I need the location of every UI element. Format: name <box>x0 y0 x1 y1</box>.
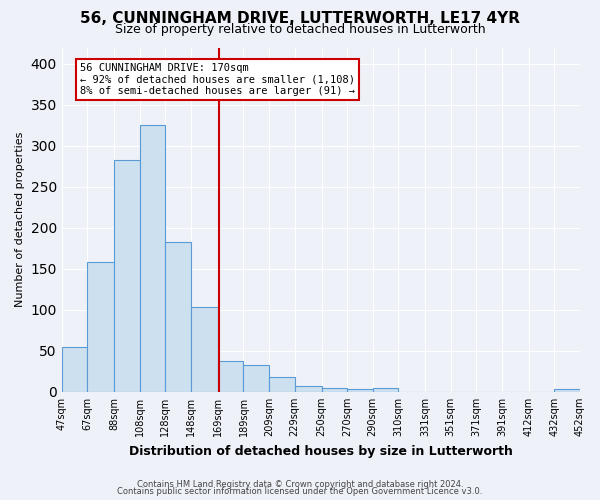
Bar <box>295 386 322 392</box>
Bar <box>114 160 140 392</box>
Bar <box>554 390 580 392</box>
Text: Size of property relative to detached houses in Lutterworth: Size of property relative to detached ho… <box>115 22 485 36</box>
Bar <box>166 242 191 392</box>
Bar <box>88 262 114 392</box>
Bar <box>218 361 244 392</box>
Bar <box>373 388 398 392</box>
Bar <box>62 347 88 392</box>
Bar <box>140 126 166 392</box>
Y-axis label: Number of detached properties: Number of detached properties <box>15 132 25 308</box>
Bar <box>191 308 218 392</box>
Bar <box>347 390 373 392</box>
X-axis label: Distribution of detached houses by size in Lutterworth: Distribution of detached houses by size … <box>129 444 513 458</box>
Bar <box>322 388 347 392</box>
Text: Contains public sector information licensed under the Open Government Licence v3: Contains public sector information licen… <box>118 487 482 496</box>
Bar <box>244 365 269 392</box>
Bar <box>269 377 295 392</box>
Text: 56, CUNNINGHAM DRIVE, LUTTERWORTH, LE17 4YR: 56, CUNNINGHAM DRIVE, LUTTERWORTH, LE17 … <box>80 11 520 26</box>
Text: Contains HM Land Registry data © Crown copyright and database right 2024.: Contains HM Land Registry data © Crown c… <box>137 480 463 489</box>
Text: 56 CUNNINGHAM DRIVE: 170sqm
← 92% of detached houses are smaller (1,108)
8% of s: 56 CUNNINGHAM DRIVE: 170sqm ← 92% of det… <box>80 63 355 96</box>
